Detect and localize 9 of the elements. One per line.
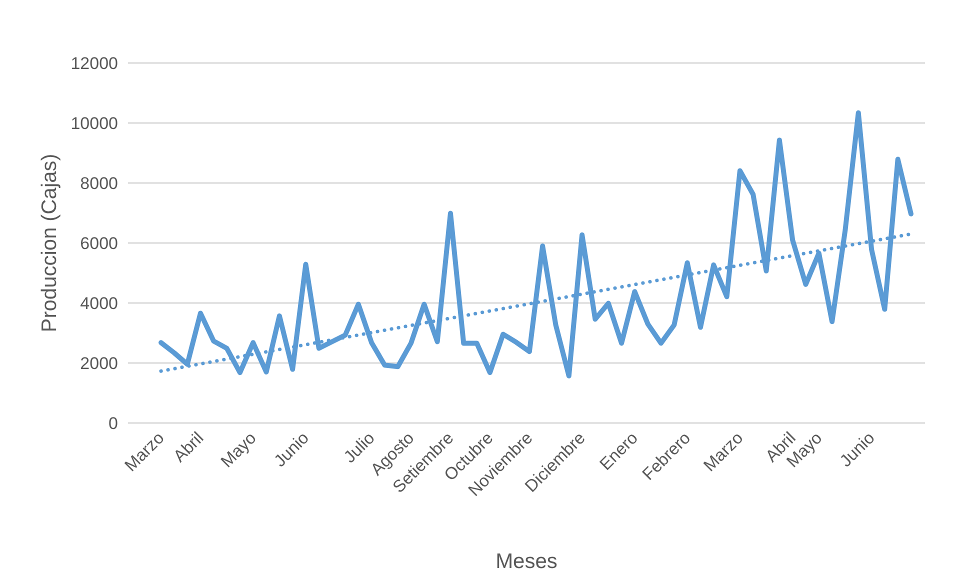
y-tick-label: 8000: [80, 174, 118, 193]
y-axis-title: Produccion (Cajas): [38, 154, 61, 332]
y-tick-label: 4000: [80, 294, 118, 313]
y-tick-label: 2000: [80, 354, 118, 373]
y-tick-label: 12000: [70, 54, 118, 73]
y-tick-label: 0: [108, 414, 118, 433]
x-axis-title: Meses: [496, 550, 558, 573]
y-tick-label: 6000: [80, 234, 118, 253]
y-tick-label: 10000: [70, 114, 118, 133]
